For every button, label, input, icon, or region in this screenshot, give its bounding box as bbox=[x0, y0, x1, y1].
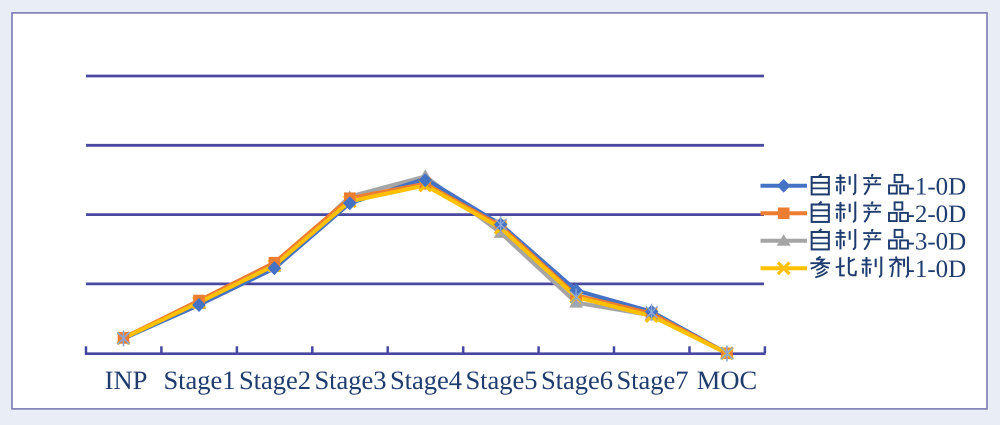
svg-text:MOC: MOC bbox=[697, 365, 757, 395]
svg-text:-1-0D: -1-0D bbox=[907, 174, 967, 201]
svg-text:Stage2: Stage2 bbox=[239, 365, 311, 395]
svg-text:Stage5: Stage5 bbox=[465, 365, 537, 395]
svg-text:-1-0D: -1-0D bbox=[907, 256, 967, 283]
svg-text:Stage6: Stage6 bbox=[541, 365, 613, 395]
svg-text:-3-0D: -3-0D bbox=[907, 229, 967, 256]
svg-text:Stage1: Stage1 bbox=[163, 365, 235, 395]
svg-text:Stage4: Stage4 bbox=[390, 365, 462, 395]
svg-text:Stage7: Stage7 bbox=[616, 365, 688, 395]
svg-text:-2-0D: -2-0D bbox=[907, 201, 967, 228]
svg-text:INP: INP bbox=[105, 365, 148, 395]
svg-text:Stage3: Stage3 bbox=[314, 365, 386, 395]
